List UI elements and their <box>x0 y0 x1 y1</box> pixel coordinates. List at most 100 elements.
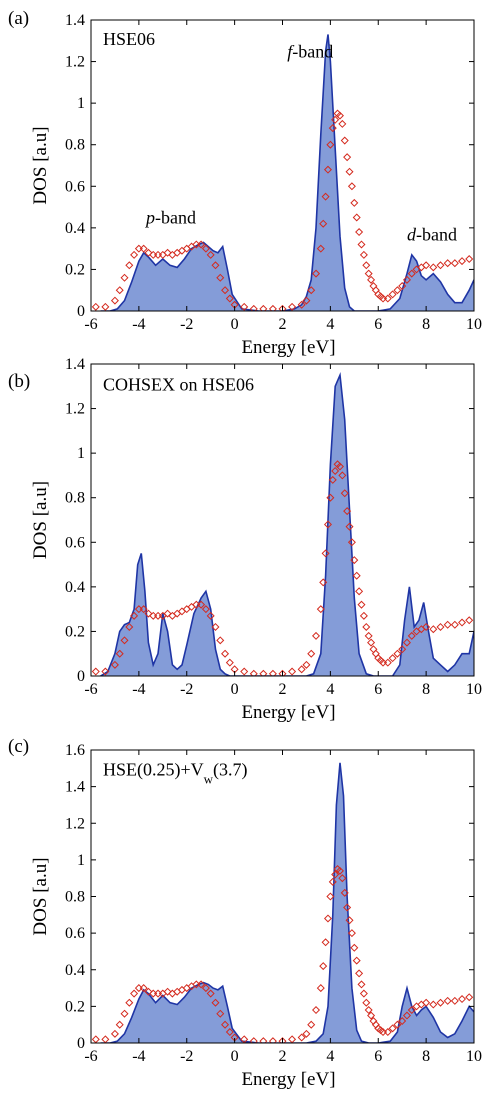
panel-c-exp-point <box>249 1037 258 1043</box>
panel-b-exp-point <box>398 645 407 654</box>
panel-b-y-tick-label: 0.6 <box>65 534 85 551</box>
panel-b-exp-point <box>362 622 371 631</box>
panel-a-annotation: d-band <box>407 224 457 244</box>
panel-c-exp-point <box>319 962 328 971</box>
panel-b-x-tick-label: 6 <box>374 681 382 698</box>
panel-a-exp-point <box>297 300 306 309</box>
panel-b-exp-point <box>359 611 368 620</box>
panel-b-exp-point <box>402 638 411 647</box>
panel-c-exp-point <box>443 996 452 1005</box>
panel-c-exp-point <box>316 984 325 993</box>
panel-c-exp-point <box>201 984 210 993</box>
panel-b-plot-area <box>91 371 474 676</box>
panel-b-y-tick-label: 1.2 <box>65 401 85 418</box>
panel-a-exp-point <box>357 240 366 249</box>
panel-a-y-tick-label: 0.2 <box>65 261 85 278</box>
panel-c-y-tick-label: 1.6 <box>65 742 85 759</box>
panel-b-exp-point <box>343 507 352 516</box>
panel-a-y-tick-label: 1.4 <box>65 12 85 29</box>
panel-b-exp-point <box>367 638 376 647</box>
panel-a-exp-point <box>326 140 335 149</box>
panel-b-exp-point <box>340 489 349 498</box>
panel-a-x-tick-label: 10 <box>466 316 482 333</box>
panel-a-exp-point <box>278 304 287 311</box>
panel-b-y-tick-label: 1 <box>77 445 85 462</box>
panel-b-exp-point <box>347 538 356 547</box>
panel-b-exp-point <box>120 636 129 645</box>
panel-a-exp-point <box>343 153 352 162</box>
panel-b-x-tick-label: 10 <box>466 681 482 698</box>
panel-b-exp-point <box>149 611 158 620</box>
panel-a-exp-point <box>347 182 356 191</box>
panel-b-x-tick-label: 2 <box>279 681 287 698</box>
panel-a-exp-point <box>422 261 431 270</box>
panel-a-label: (a) <box>8 8 29 29</box>
panel-a-exp-point <box>163 248 172 257</box>
panel-c-exp-point <box>197 980 206 989</box>
panel-b-exp-point <box>376 656 385 665</box>
panel-b-exp-point <box>321 549 330 558</box>
panel-a-exp-point <box>321 192 330 201</box>
panel-a-exp-point <box>307 286 316 295</box>
panel-b-exp-point <box>201 605 210 614</box>
panel-a-exp-point <box>154 250 163 259</box>
panel-b-y-tick-label: 0.2 <box>65 623 85 640</box>
panel-b-exp-point <box>110 660 119 669</box>
panel-b-exp-markers <box>91 460 474 676</box>
panel-b-exp-point <box>422 622 431 631</box>
panel-c-exp-point <box>139 984 148 993</box>
panel-b-exp-point <box>259 669 268 676</box>
panel-b-exp-point <box>297 665 306 674</box>
panel-a-exp-point <box>352 213 361 222</box>
panel-a-exp-point <box>197 240 206 249</box>
panel-a-exp-point <box>340 136 349 145</box>
panel-c-exp-point <box>393 1020 402 1029</box>
panel-b-exp-point <box>139 605 148 614</box>
panel-a-annotation: f-band <box>287 41 333 61</box>
panel-b-exp-point <box>465 616 474 625</box>
panel-a-x-tick-label: -4 <box>132 316 145 333</box>
panel-c-exp-point <box>144 987 153 996</box>
panel-c-x-tick-label: -4 <box>132 1048 145 1065</box>
panel-c-exp-point <box>115 1020 124 1029</box>
panel-b-exp-point <box>393 649 402 658</box>
panel-a-exp-point <box>371 286 380 295</box>
panel-c-exp-point <box>110 1029 119 1038</box>
panel-a-exp-point <box>319 219 328 228</box>
panel-c-y-tick-label: 0.4 <box>65 962 85 979</box>
panel-c-x-tick-label: 8 <box>422 1048 430 1065</box>
panel-b-exp-point <box>168 611 177 620</box>
panel-a-exp-point <box>355 228 364 237</box>
panel-a-exp-point <box>429 263 438 272</box>
panel-a-exp-point <box>240 302 249 311</box>
panel-a-exp-point <box>302 296 311 305</box>
panel-c-exp-point <box>312 1006 321 1015</box>
panel-a-exp-point <box>388 290 397 299</box>
panel-b-exp-point <box>307 649 316 658</box>
panel-b-exp-point <box>278 669 287 676</box>
panel-c-exp-point <box>163 987 172 996</box>
panel-c-annotation: HSE(0.25)+Vw(3.7) <box>103 760 248 787</box>
panel-b-exp-point <box>225 658 234 667</box>
panel-a-exp-point <box>335 111 344 120</box>
panel-a-exp-point <box>402 275 411 284</box>
panel-b-exp-point <box>335 462 344 471</box>
panel-c-exp-point <box>335 866 344 875</box>
panel-b-y-tick-label: 1.4 <box>65 356 85 373</box>
panel-a-exp-point <box>110 296 119 305</box>
panel-a-exp-point <box>443 259 452 268</box>
panel-a-x-axis-title: Energy [eV] <box>241 337 335 358</box>
panel-a-exp-point <box>259 304 268 311</box>
panel-b-exp-point <box>240 667 249 676</box>
panel-c-exp-point <box>352 956 361 965</box>
panel-b-exp-point <box>323 520 332 529</box>
panel-c-x-tick-label: 6 <box>374 1048 382 1065</box>
panel-a-plot-area <box>91 34 474 311</box>
panel-c-y-tick-label: 1.4 <box>65 779 85 796</box>
panel-c-exp-point <box>422 998 431 1007</box>
panel-a-exp-point <box>436 261 445 270</box>
panel-b-x-tick-label: -6 <box>84 681 97 698</box>
panel-b-x-tick-label: -2 <box>180 681 193 698</box>
panel-c-y-tick-label: 1 <box>77 852 85 869</box>
